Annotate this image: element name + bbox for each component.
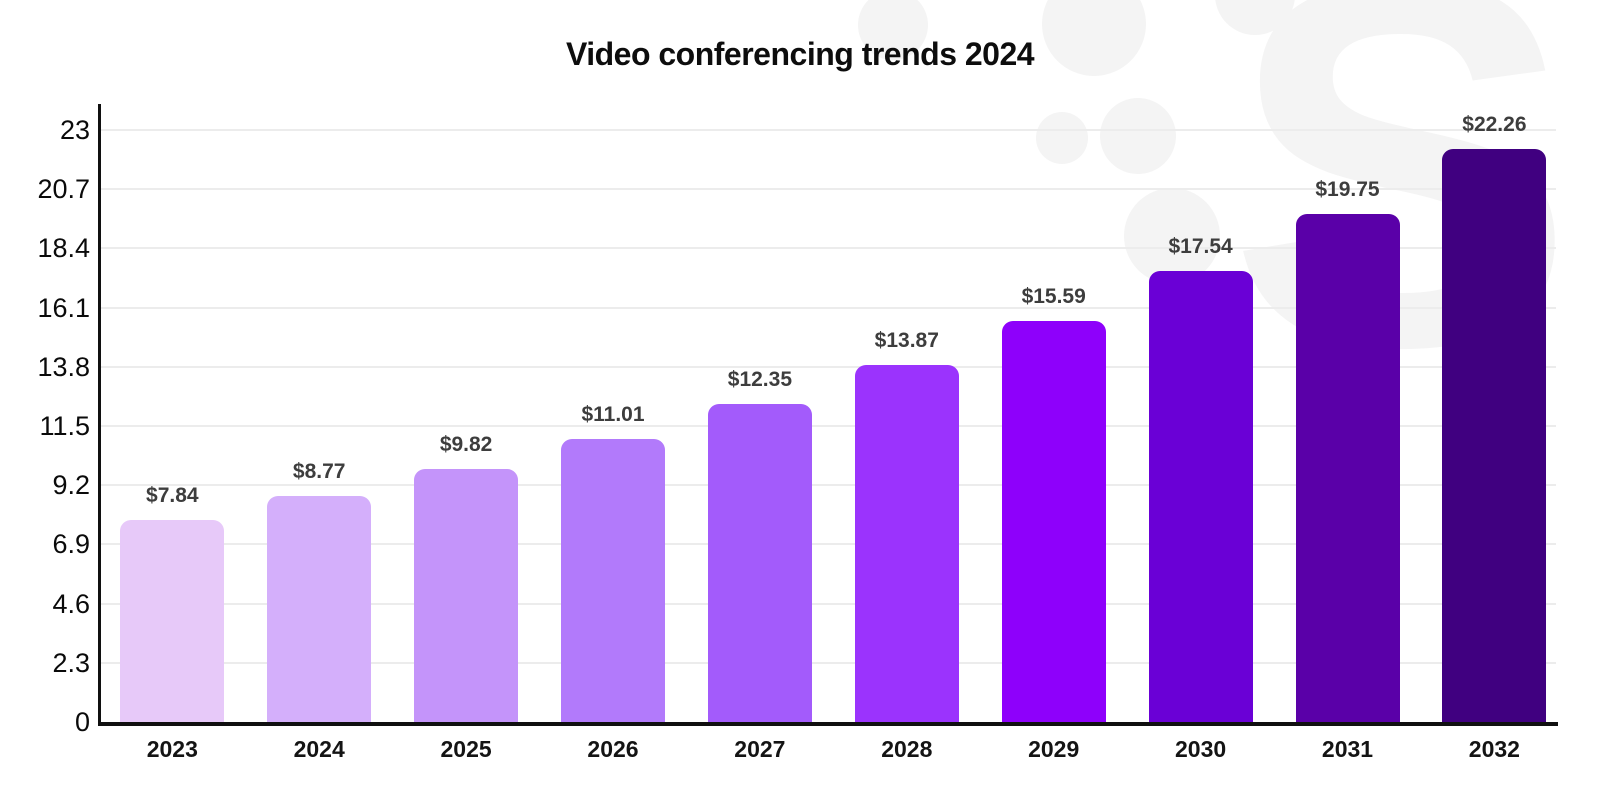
gridline [100,129,1556,131]
bar-2031 [1295,213,1400,722]
gridline [100,247,1556,250]
x-axis-tick-label: 2031 [1321,736,1374,762]
chart-title: Video conferencing trends 2024 [565,36,1035,72]
bar-2030 [1148,270,1253,722]
y-axis-tick-label: 20.7 [37,174,90,205]
watermark-dot-icon [1036,112,1088,164]
gridline [100,661,1556,664]
bar-2023 [120,520,225,722]
bar-2032 [1442,149,1547,722]
gridline [100,306,1556,309]
watermark-dot-icon [1100,98,1176,174]
gridline [100,484,1556,487]
gridline [100,365,1556,368]
bar-value-label: $11.01 [581,402,645,426]
bar-value-label: $8.77 [292,460,346,484]
bar-2024 [267,496,372,722]
bar-value-label: $15.59 [1021,284,1086,308]
x-axis-tick-label: 2023 [146,736,198,762]
y-axis-line [98,104,101,726]
y-axis-tick-label: 4.6 [52,588,90,619]
x-axis-tick-label: 2025 [440,736,492,762]
watermark-dot-icon [858,0,928,60]
y-axis-tick-label: 16.1 [37,292,90,323]
bar-2029 [1001,320,1106,722]
bar-value-label: $9.82 [439,433,493,457]
x-axis-tick-label: 2030 [1175,736,1227,762]
y-axis-tick-label: 18.4 [37,233,90,264]
x-axis-tick-label: 2027 [734,736,786,762]
y-axis-tick-label: 23 [59,115,90,145]
bar-value-label: $7.84 [146,484,199,508]
x-axis-tick-label: 2026 [587,736,639,762]
bar-2026 [561,438,665,722]
gridline [100,602,1556,605]
y-axis-tick-label: 0 [74,707,90,737]
bar-value-label: $17.54 [1168,234,1233,258]
gridline [100,425,1556,427]
bar-value-label: $12.35 [727,368,792,392]
y-axis-tick-label: 6.9 [52,529,90,560]
bar-2027 [707,404,812,722]
y-axis-tick-label: 11.5 [39,411,90,441]
x-axis-tick-label: 2032 [1468,736,1520,762]
gridline [100,188,1556,191]
x-axis-tick-label: 2029 [1028,736,1080,762]
bar-2028 [854,364,959,722]
x-axis-tick-label: 2024 [293,736,345,762]
bar-value-label: $22.26 [1462,113,1527,137]
gridline [100,543,1556,546]
y-axis-tick-label: 13.8 [37,351,90,382]
x-axis-line [98,722,1558,726]
y-axis-tick-label: 2.3 [52,647,90,678]
bar-value-label: $19.75 [1315,177,1380,201]
watermark-dot-icon [1124,188,1220,284]
y-axis-tick-label: 9.2 [52,470,90,501]
bar-value-label: $13.87 [874,328,939,352]
x-axis-tick-label: 2028 [881,736,933,762]
bar-2025 [414,469,519,722]
